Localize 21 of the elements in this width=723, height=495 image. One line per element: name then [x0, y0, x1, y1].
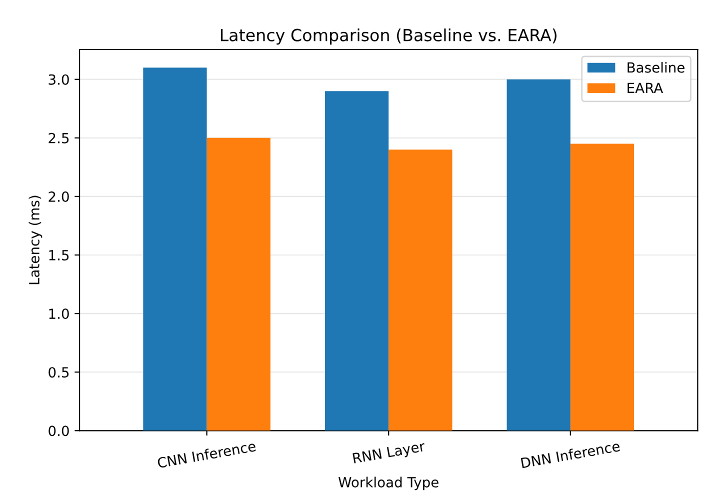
y-tick-label: 2.5	[48, 132, 69, 144]
y-tick-label: 1.0	[49, 308, 69, 320]
chart-title: Latency Comparison (Baseline vs. EARA)	[220, 28, 556, 45]
x-tick-label: DNN Inference	[520, 440, 620, 468]
y-tick-label: 2.0	[48, 191, 69, 202]
bar	[506, 79, 570, 431]
bar	[206, 138, 270, 431]
bar	[324, 91, 389, 431]
x-tick-label: CNN Inference	[157, 440, 256, 468]
y-tick-label: 1.5	[49, 250, 69, 260]
bar	[570, 144, 634, 431]
legend-label: Baseline	[628, 62, 684, 73]
legend-label: EARA	[628, 82, 664, 93]
x-tick-label: RNN Layer	[352, 440, 426, 466]
bar	[143, 68, 207, 431]
x-axis-title: Workload Type	[338, 476, 438, 490]
y-tick-label: 0.0	[48, 426, 69, 436]
y-axis-title: Latency (ms)	[28, 196, 42, 284]
y-tick-label: 3.0	[48, 74, 69, 85]
y-tick-label: 0.5	[48, 367, 69, 378]
bar	[388, 150, 452, 431]
